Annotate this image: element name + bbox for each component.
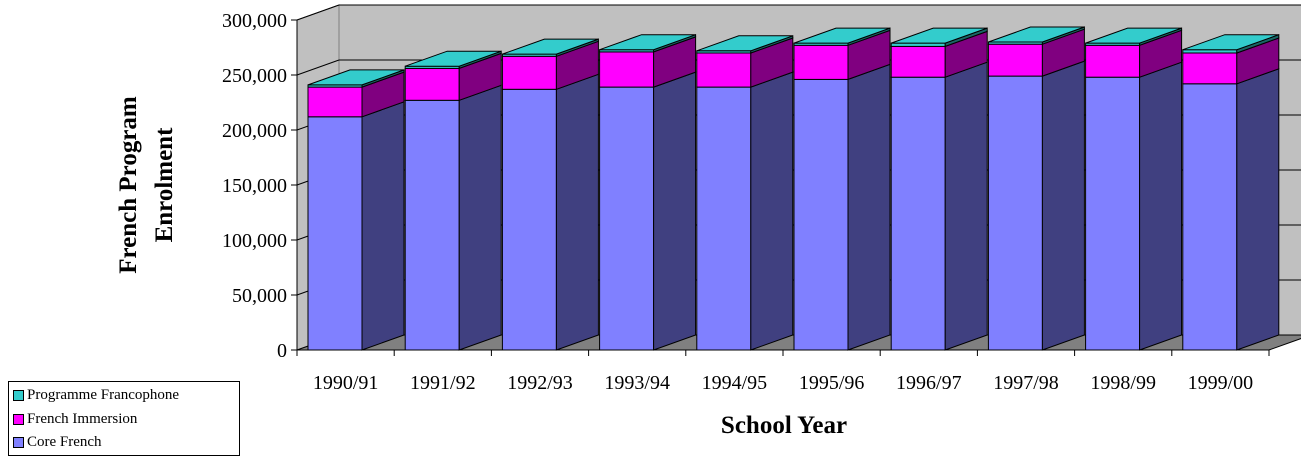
x-tick-label: 1996/97	[896, 372, 962, 394]
x-tick-label: 1991/92	[410, 372, 476, 394]
x-tick-label: 1999/00	[1188, 372, 1254, 394]
bar-core-french-side	[1236, 68, 1280, 351]
bar-core-french-side	[1139, 61, 1183, 351]
bar-french-immersion-front	[501, 55, 557, 90]
bar-core-french-front	[599, 86, 655, 351]
gridline-side	[296, 4, 340, 21]
y-tick-label: 150,000	[222, 175, 287, 197]
bar-core-french-front	[696, 86, 752, 351]
bar-programme-francophone-top	[1182, 34, 1279, 51]
bar-core-french-side	[653, 71, 697, 351]
bar-programme-francophone-top	[988, 26, 1085, 43]
bar-stack	[890, 27, 988, 351]
bar-core-french-side	[847, 63, 891, 351]
bar-core-french-front	[501, 88, 557, 351]
legend-swatch-french-immersion	[13, 413, 24, 425]
bar-programme-francophone-top	[1085, 27, 1182, 44]
bar-french-immersion-front	[307, 86, 363, 118]
x-tick-label: 1994/95	[702, 372, 768, 394]
bar-programme-francophone-top	[307, 69, 405, 86]
x-axis-title: School Year	[721, 412, 847, 439]
bar-programme-francophone-top	[502, 38, 599, 55]
bar-core-french-front	[1182, 83, 1238, 351]
legend-item-french-immersion: French Immersion	[13, 410, 137, 428]
x-tick-label: 1990/91	[313, 372, 379, 394]
gridline-side	[296, 59, 340, 76]
x-tick-label: 1993/94	[604, 372, 670, 394]
x-axis: 1990/91 1991/92 1992/93 1993/94 1994/95 1995/…	[296, 349, 1270, 394]
bar-stack	[987, 26, 1085, 351]
bar-core-french-front	[1085, 76, 1141, 351]
y-tick-label: 200,000	[222, 120, 287, 142]
bar-programme-francophone-top	[599, 34, 696, 51]
bar-french-immersion-front	[599, 51, 655, 88]
y-axis-title-line-2: Enrolment	[151, 127, 178, 242]
bar-core-french-front	[987, 75, 1043, 351]
legend-item-core-french: Core French	[13, 433, 102, 451]
bar-french-immersion-front	[1085, 44, 1141, 78]
bar-core-french-side	[944, 61, 988, 351]
legend-swatch-programme-francophone	[13, 389, 24, 401]
bar-stack	[1182, 33, 1280, 351]
bar-programme-francophone-top	[891, 27, 988, 44]
bar-french-immersion-front	[890, 45, 946, 78]
y-axis: 0 50,000 100,000 150,000 200,000 250,000 300,0…	[222, 10, 298, 362]
bar-stack	[307, 69, 405, 351]
bar-stack	[1085, 27, 1183, 351]
bar-core-french-side	[1041, 60, 1085, 351]
bar-core-french-side	[750, 71, 794, 351]
bar-french-immersion-front	[1182, 52, 1238, 85]
y-tick-label: 50,000	[232, 285, 287, 307]
bar-french-immersion-front	[404, 67, 460, 101]
bar-stack	[501, 38, 599, 351]
bar-french-immersion-front	[696, 52, 752, 88]
legend: Programme Francophone French Immersion C…	[8, 381, 240, 456]
legend-label-french-immersion: French Immersion	[27, 410, 138, 427]
y-tick-label: 300,000	[222, 10, 287, 32]
bar-core-french-front	[404, 99, 460, 351]
legend-swatch-core-french	[13, 436, 24, 448]
bar-programme-francophone-top	[793, 27, 891, 44]
y-axis-title-line-1: French Program	[115, 96, 142, 274]
y-tick-label: 0	[277, 340, 287, 362]
y-tick-label: 100,000	[222, 230, 287, 252]
x-tick-label: 1992/93	[507, 372, 573, 394]
bar-french-immersion-front	[987, 43, 1043, 77]
bar-stack	[793, 27, 891, 351]
y-tick-label: 250,000	[222, 65, 287, 87]
x-tick-label: 1997/98	[993, 372, 1059, 394]
bar-core-french-side	[555, 73, 599, 351]
legend-label-programme-francophone: Programme Francophone	[27, 386, 180, 403]
bar-core-french-front	[793, 78, 849, 351]
bar-core-french-side	[458, 84, 502, 351]
legend-item-programme-francophone: Programme Francophone	[13, 386, 179, 404]
bar-core-french-front	[890, 76, 946, 351]
bar-stack	[599, 33, 697, 351]
bar-programme-francophone-top	[405, 50, 502, 67]
x-tick-label: 1995/96	[799, 372, 865, 394]
bar-stack	[404, 50, 502, 351]
bar-french-immersion-front	[793, 44, 849, 80]
bars	[307, 26, 1280, 351]
bar-core-french-side	[361, 101, 405, 351]
bar-stack	[696, 35, 794, 351]
bar-programme-francophone-top	[696, 35, 793, 52]
bar-core-french-front	[307, 116, 363, 351]
legend-label-core-french: Core French	[27, 433, 102, 450]
x-tick-label: 1998/99	[1090, 372, 1156, 394]
